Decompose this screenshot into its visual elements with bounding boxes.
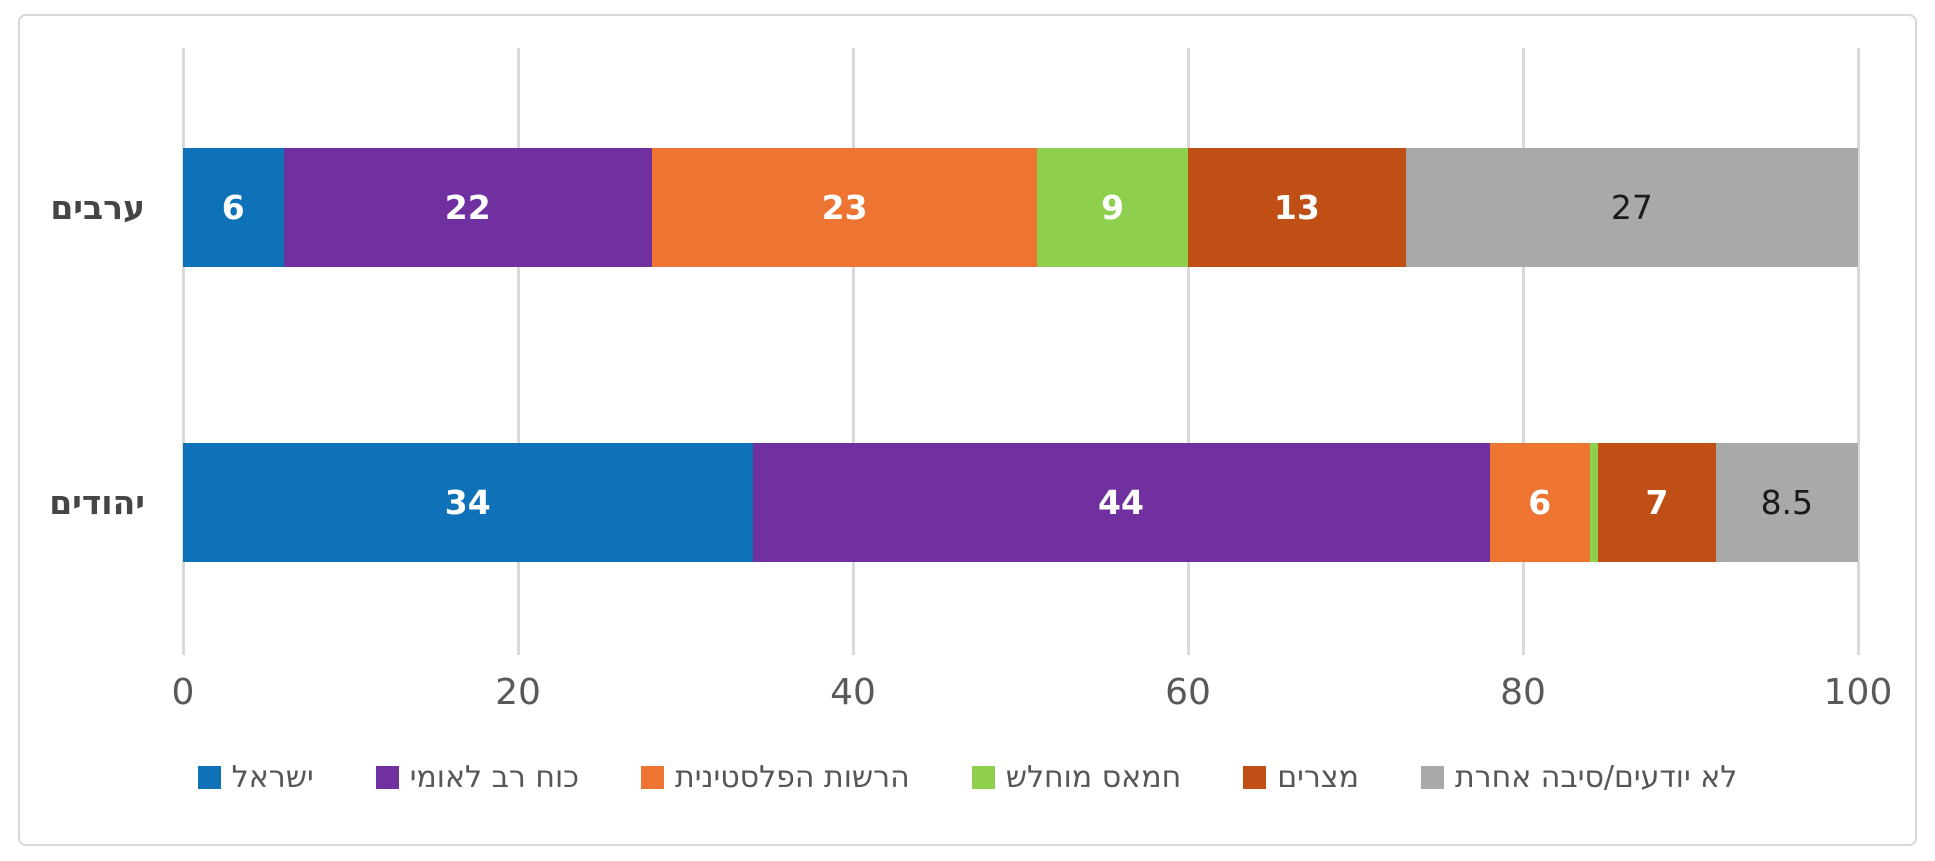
bar-value-label: 13: [1273, 188, 1320, 227]
bar-segment: 13: [1188, 148, 1406, 267]
bar-segment: 27: [1405, 148, 1858, 267]
legend-item: לא יודעים/סיבה אחרת: [1420, 760, 1738, 795]
x-axis-tick-label: 60: [1165, 672, 1211, 713]
legend-label: כוח רב לאומי: [409, 760, 580, 795]
bar-value-label: 44: [1098, 483, 1144, 522]
legend-swatch-icon: [1420, 766, 1444, 789]
bar-segment: 34: [183, 443, 753, 562]
bar-segment: 22: [283, 148, 652, 267]
legend-label: הרשות הפלסטינית: [675, 760, 910, 795]
bar-segment: 23: [652, 148, 1038, 267]
x-axis-tick-label: 0: [171, 672, 195, 713]
bar-segment: 7: [1598, 443, 1716, 562]
x-axis-tick-label: 20: [495, 672, 541, 713]
legend-swatch-icon: [197, 766, 221, 789]
legend: ישראל כוח רב לאומי הרשות הפלסטינית חמאס מוח…: [0, 760, 1935, 795]
bar-segment: [1590, 443, 1599, 562]
bar-value-label: 34: [444, 483, 491, 522]
category-label: יהודים: [49, 482, 145, 522]
gridline-x-0: [181, 48, 185, 655]
gridline-x-80: [1521, 48, 1525, 655]
legend-label: מצרים: [1277, 760, 1359, 795]
bar-value-label: 22: [444, 188, 491, 227]
x-axis-tick-label: 40: [830, 672, 876, 713]
bar-row-1: 6 22 23 9 13 27: [183, 148, 1858, 267]
gridline-x-40: [851, 48, 855, 655]
bar-value-label: 6: [221, 188, 245, 227]
bar-value-label: 6: [1528, 483, 1552, 522]
bar-segment: 6: [1489, 443, 1590, 562]
gridline-x-100: [1856, 48, 1860, 655]
legend-item: ישראל: [197, 760, 314, 795]
bar-segment: 8.5: [1715, 443, 1858, 562]
bar-value-label: 27: [1610, 188, 1653, 227]
bar-segment: 9: [1037, 148, 1188, 267]
bar-segment: 6: [183, 148, 284, 267]
bar-segment: 44: [752, 443, 1490, 562]
x-axis-tick-label: 80: [1500, 672, 1546, 713]
bar-row-2: 34 44 6 7 8.5: [183, 443, 1858, 562]
legend-item: מצרים: [1243, 760, 1359, 795]
legend-swatch-icon: [971, 766, 995, 789]
x-axis-tick-label: 100: [1823, 672, 1893, 713]
legend-label: לא יודעים/סיבה אחרת: [1454, 760, 1738, 795]
legend-label: ישראל: [231, 760, 314, 795]
legend-item: חמאס מוחלש: [971, 760, 1182, 795]
gridline-x-60: [1186, 48, 1190, 655]
bar-value-label: 23: [821, 188, 868, 227]
chart-frame-border: [18, 14, 1917, 846]
legend-item: הרשות הפלסטינית: [641, 760, 910, 795]
bar-value-label: 9: [1101, 188, 1125, 227]
legend-swatch-icon: [641, 766, 665, 789]
legend-swatch-icon: [375, 766, 399, 789]
legend-item: כוח רב לאומי: [375, 760, 580, 795]
gridline-x-20: [516, 48, 520, 655]
category-label: ערבים: [50, 187, 145, 227]
legend-label: חמאס מוחלש: [1005, 760, 1182, 795]
bar-value-label: 7: [1645, 483, 1669, 522]
bar-value-label: 8.5: [1760, 483, 1814, 522]
legend-swatch-icon: [1243, 766, 1267, 789]
